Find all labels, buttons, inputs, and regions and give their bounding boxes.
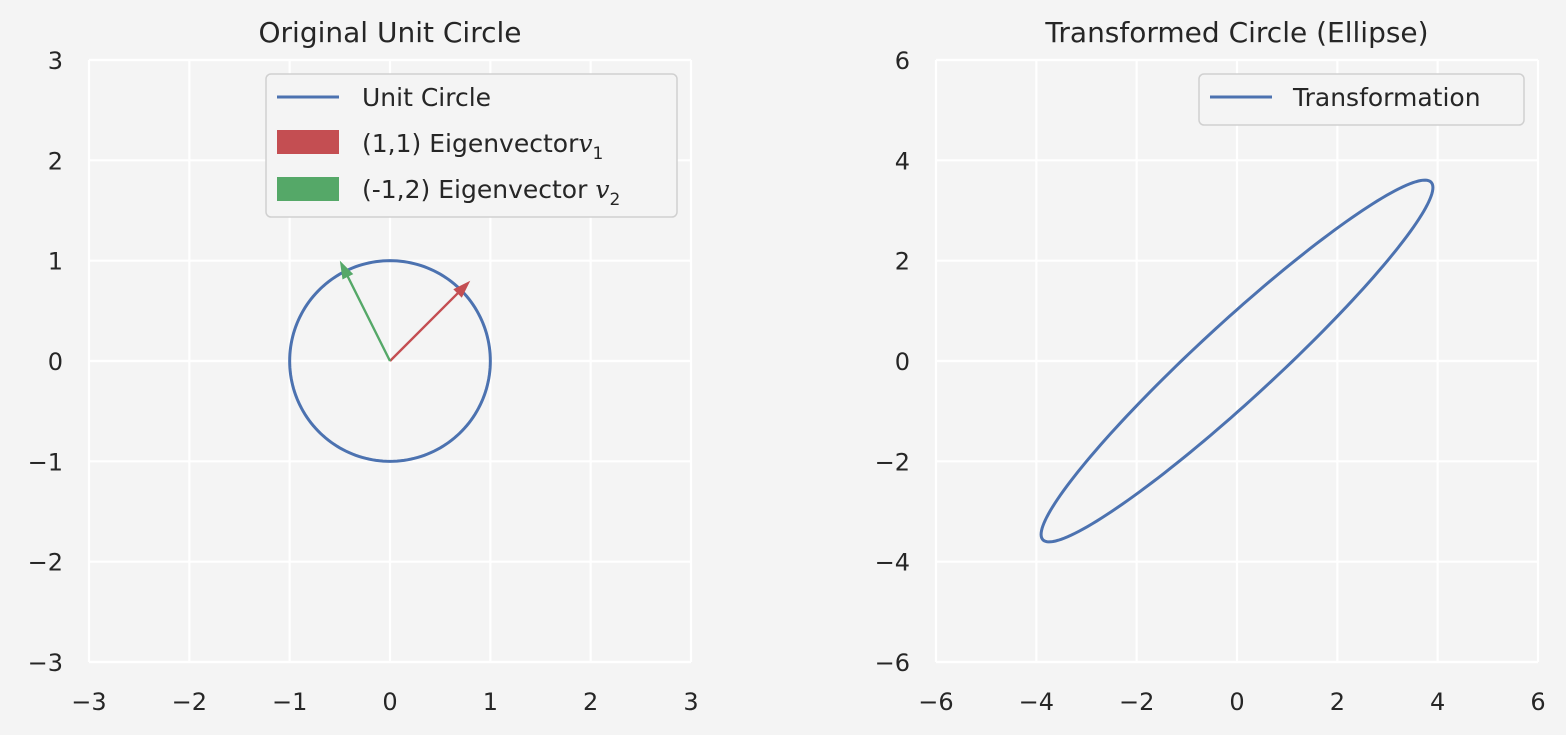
left-legend-box (265, 73, 678, 218)
legend-label-transformation: Transformation (1292, 83, 1481, 112)
right-y-tick-label: 4 (895, 147, 910, 175)
unit-circle-line (288, 259, 492, 463)
right-panel: −6 −4 −2 0 2 4 6 −6 −4 −2 0 2 4 6 Transformed Circle … (875, 16, 1546, 716)
right-grid (934, 58, 1540, 664)
left-x-tick-label: 3 (683, 688, 698, 716)
right-y-tick-label: 0 (895, 348, 910, 376)
legend-swatch-eigenvector-2 (277, 177, 339, 201)
legend-swatch-eigenvector-1 (277, 130, 339, 154)
right-x-tick-label: 4 (1430, 688, 1445, 716)
legend-label-eigenvector-2: (-1,2) Eigenvector v2 (362, 175, 620, 210)
left-x-tick-label: 1 (483, 688, 498, 716)
right-x-tick-label: 2 (1330, 688, 1345, 716)
right-tick-labels: −6 −4 −2 0 2 4 6 −6 −4 −2 0 2 4 6 (875, 47, 1546, 716)
left-y-tick-label: −3 (28, 649, 63, 677)
right-y-tick-label: −2 (875, 448, 910, 476)
right-x-tick-label: −6 (918, 688, 953, 716)
right-x-tick-label: −2 (1119, 688, 1154, 716)
right-x-tick-label: 0 (1229, 688, 1244, 716)
left-y-tick-label: 1 (48, 248, 63, 276)
left-x-tick-label: −2 (172, 688, 207, 716)
left-y-tick-label: 3 (48, 47, 63, 75)
legend-label-unit-circle: Unit Circle (362, 83, 491, 112)
left-y-tick-label: 2 (48, 147, 63, 175)
legend-eigenvector-2-text: (-1,2) Eigenvector (362, 175, 588, 204)
right-chart-title: Transformed Circle (Ellipse) (1044, 16, 1428, 49)
legend-eigenvector-2-subscript: 2 (610, 190, 621, 210)
legend-eigenvector-1-symbol: v (578, 129, 592, 158)
right-legend-box (1198, 73, 1525, 126)
left-legend: Unit Circle (1,1) Eigenvectorv1 (-1,2) E… (265, 73, 678, 218)
right-y-tick-label: −6 (875, 649, 910, 677)
left-x-tick-label: 2 (583, 688, 598, 716)
left-x-tick-label: −3 (71, 688, 106, 716)
left-y-tick-label: −1 (28, 448, 63, 476)
left-chart-title: Original Unit Circle (259, 16, 522, 49)
eigenvector-1-arrow (389, 280, 471, 362)
transformed-ellipse-line (1039, 178, 1435, 544)
left-data (288, 259, 492, 463)
legend-label-eigenvector-1: (1,1) Eigenvectorv1 (362, 129, 603, 164)
legend-eigenvector-2-symbol: v (595, 175, 609, 204)
left-panel: −3 −2 −1 0 1 2 3 −3 −2 −1 0 1 2 3 Original Unit Circl… (28, 16, 699, 716)
right-legend: Transformation (1198, 73, 1525, 126)
left-y-tick-label: −2 (28, 549, 63, 577)
right-x-tick-label: −4 (1019, 688, 1054, 716)
left-x-tick-label: 0 (382, 688, 397, 716)
legend-eigenvector-1-text: (1,1) Eigenvector (362, 129, 579, 158)
right-y-tick-label: −4 (875, 549, 910, 577)
left-tick-labels: −3 −2 −1 0 1 2 3 −3 −2 −1 0 1 2 3 (28, 47, 699, 716)
legend-eigenvector-1-subscript: 1 (592, 144, 603, 164)
right-data (1039, 178, 1435, 544)
left-x-tick-label: −1 (272, 688, 307, 716)
right-y-tick-label: 6 (895, 47, 910, 75)
right-y-tick-label: 2 (895, 248, 910, 276)
left-y-tick-label: 0 (48, 348, 63, 376)
right-x-tick-label: 6 (1530, 688, 1545, 716)
eigenvector-2-arrow (339, 260, 392, 362)
